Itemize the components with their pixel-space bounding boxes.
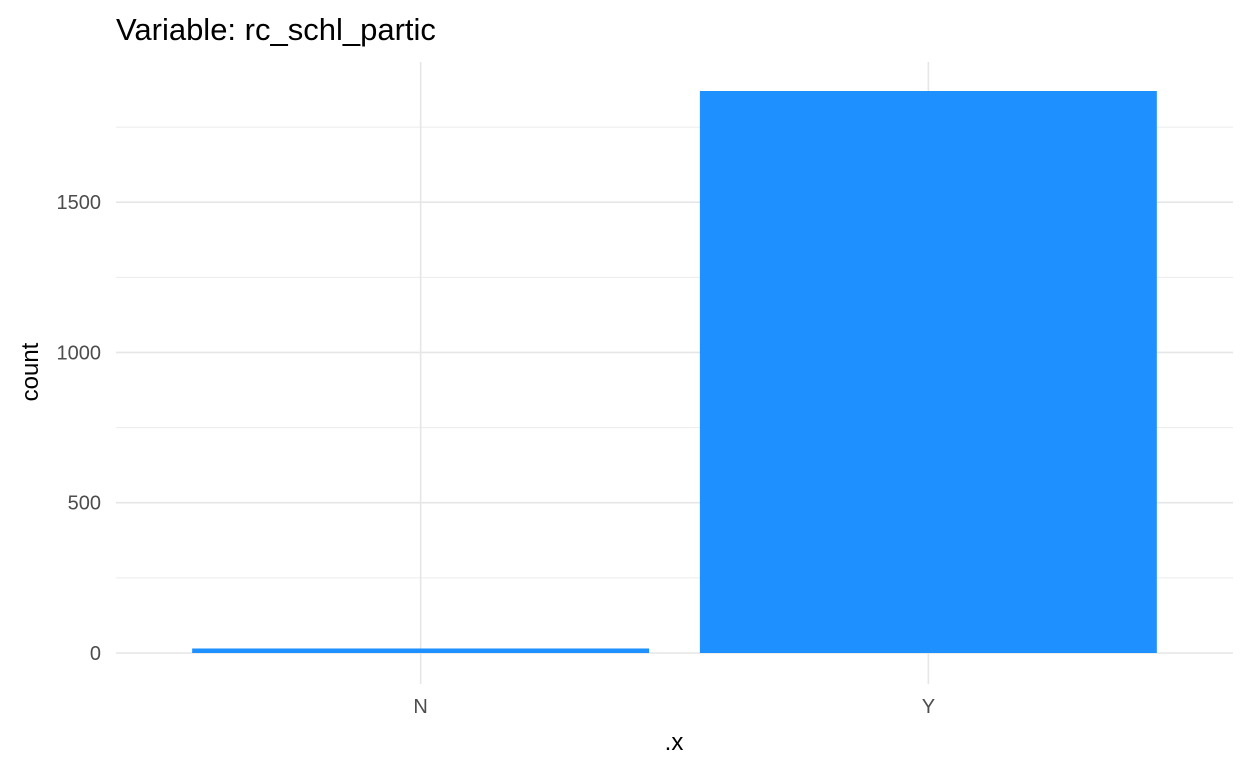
y-tick-label: 1500 (57, 192, 102, 214)
y-tick-labels: 0 500 1000 1500 (57, 192, 102, 665)
y-tick-label: 500 (68, 493, 101, 515)
x-axis-title: .x (665, 729, 684, 756)
y-axis-title: count (17, 342, 44, 401)
x-tick-label: Y (922, 696, 935, 718)
bar-layer (192, 91, 1157, 653)
bar-N (192, 648, 650, 653)
y-tick-label: 1000 (57, 342, 102, 364)
y-tick-label: 0 (90, 643, 101, 665)
x-tick-label: N (413, 696, 427, 718)
bar-Y (699, 91, 1157, 653)
chart-title: Variable: rc_schl_partic (116, 12, 436, 47)
